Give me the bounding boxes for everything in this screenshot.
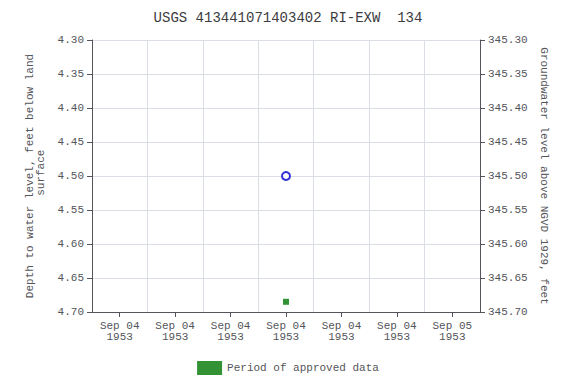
svg-text:Sep 04: Sep 04: [377, 319, 417, 332]
svg-text:Sep 05: Sep 05: [432, 319, 473, 332]
svg-text:1953: 1953: [439, 331, 465, 343]
svg-text:Depth to water level, feet bel: Depth to water level, feet below land: [24, 53, 37, 299]
svg-text:1953: 1953: [107, 331, 133, 343]
svg-text:surface: surface: [35, 150, 47, 203]
svg-text:4.35: 4.35: [58, 68, 84, 80]
svg-text:345.40: 345.40: [488, 102, 528, 114]
svg-text:4.70: 4.70: [58, 306, 84, 318]
svg-text:1953: 1953: [328, 331, 354, 343]
svg-text:1953: 1953: [384, 331, 410, 343]
svg-text:4.55: 4.55: [58, 204, 84, 216]
svg-text:Sep 04: Sep 04: [321, 319, 362, 332]
svg-text:4.30: 4.30: [58, 34, 84, 46]
svg-text:1953: 1953: [217, 331, 243, 343]
svg-text:4.50: 4.50: [58, 170, 84, 182]
svg-text:345.45: 345.45: [488, 136, 528, 148]
svg-text:Period of approved data: Period of approved data: [227, 362, 379, 374]
svg-text:Sep 04: Sep 04: [266, 319, 306, 332]
svg-text:1953: 1953: [273, 331, 299, 343]
svg-text:4.65: 4.65: [58, 272, 84, 284]
svg-text:Groundwater level above NGVD 1: Groundwater level above NGVD 1929, feet: [538, 47, 550, 304]
svg-text:4.40: 4.40: [58, 102, 84, 114]
svg-text:345.70: 345.70: [488, 306, 528, 318]
svg-text:345.35: 345.35: [488, 68, 528, 80]
svg-text:345.30: 345.30: [488, 34, 528, 46]
svg-text:1953: 1953: [162, 331, 188, 343]
svg-text:345.65: 345.65: [488, 272, 528, 284]
svg-text:345.55: 345.55: [488, 204, 528, 216]
svg-text:Sep 04: Sep 04: [155, 319, 195, 332]
svg-text:USGS 413441071403402 RI-EXW 1: USGS 413441071403402 RI-EXW 134: [154, 10, 423, 26]
svg-text:345.50: 345.50: [488, 170, 528, 182]
svg-text:Sep 04: Sep 04: [210, 319, 251, 332]
svg-text:Sep 04: Sep 04: [99, 319, 140, 332]
svg-text:4.45: 4.45: [58, 136, 84, 148]
svg-text:345.60: 345.60: [488, 238, 528, 250]
svg-text:4.60: 4.60: [58, 238, 84, 250]
